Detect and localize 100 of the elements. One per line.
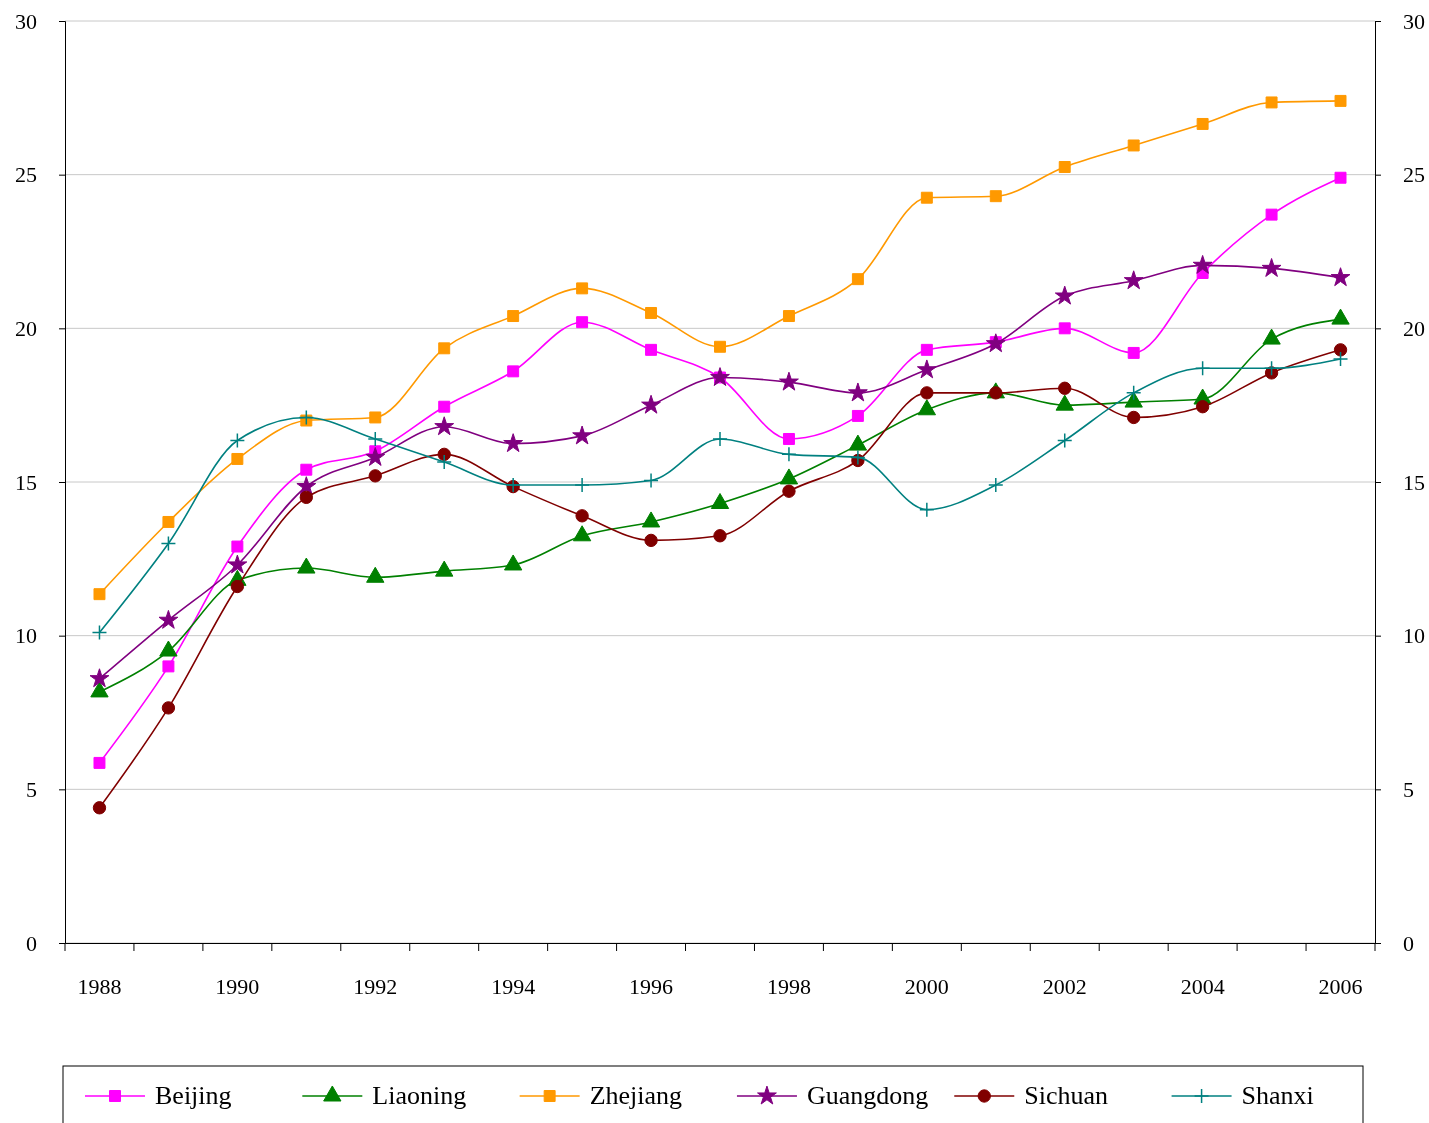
point: [779, 371, 799, 391]
x-tick-label: 2000: [904, 974, 949, 1000]
point: [713, 529, 727, 543]
point: [93, 588, 106, 601]
y-tick-label: 20: [15, 315, 37, 341]
point: [1123, 270, 1144, 290]
y2-tick-label: 10: [1403, 623, 1425, 649]
point: [643, 472, 659, 489]
x-tick-label: 1988: [77, 974, 122, 1000]
y-tick-label: 0: [26, 930, 37, 956]
x-tick-label: 1992: [353, 974, 398, 1000]
point: [919, 501, 935, 518]
point: [507, 365, 520, 378]
point: [920, 343, 933, 356]
x-tick-label: 2004: [1180, 974, 1225, 1000]
point: [645, 343, 658, 356]
x-tick-label: 1996: [629, 974, 674, 1000]
point: [1334, 171, 1347, 184]
point: [438, 342, 451, 355]
x-tick-label: 1994: [491, 974, 536, 1000]
point: [1330, 267, 1351, 287]
point: [365, 447, 386, 466]
point: [1333, 343, 1348, 357]
point: [1263, 360, 1280, 377]
point: [1127, 346, 1140, 359]
x-tick-label: 2002: [1042, 974, 1087, 1000]
point: [847, 382, 868, 402]
legend-label: Guangdong: [806, 1081, 929, 1110]
point: [1332, 351, 1349, 367]
x-tick-label: 1990: [215, 974, 260, 1000]
point: [436, 454, 452, 470]
legend-label: Zhejiang: [589, 1081, 683, 1110]
y2-tick-label: 5: [1403, 776, 1414, 802]
point: [162, 515, 175, 528]
point: [230, 579, 245, 594]
point: [1125, 385, 1142, 401]
point: [367, 431, 384, 447]
point: [507, 310, 520, 323]
point: [162, 660, 175, 673]
point: [576, 316, 589, 329]
x-tick-label: 2006: [1318, 974, 1363, 1000]
y2-tick-label: 25: [1403, 162, 1425, 188]
point: [1058, 381, 1072, 395]
point: [782, 484, 796, 498]
point: [782, 310, 795, 323]
point: [231, 452, 244, 465]
point: [1058, 322, 1071, 335]
point: [1196, 117, 1209, 130]
point: [1192, 254, 1213, 274]
point: [1265, 208, 1278, 221]
point: [645, 306, 658, 319]
point: [299, 490, 313, 505]
point: [920, 191, 933, 204]
point: [988, 477, 1004, 493]
point: [158, 609, 179, 629]
point: [1195, 400, 1210, 414]
legend-label: Shanxi: [1241, 1081, 1314, 1110]
point: [710, 493, 730, 510]
point: [781, 446, 797, 463]
point: [160, 535, 177, 552]
point: [850, 449, 866, 466]
y2-tick-label: 20: [1403, 315, 1425, 341]
y2-tick-label: 0: [1403, 930, 1414, 956]
point: [89, 668, 110, 688]
point: [1058, 161, 1071, 173]
point: [1127, 139, 1140, 152]
y-tick-label: 25: [15, 162, 37, 188]
y-tick-label: 10: [15, 623, 37, 649]
point: [644, 533, 658, 548]
point: [1334, 94, 1347, 107]
point: [368, 469, 382, 483]
point: [1056, 432, 1073, 449]
point: [1265, 96, 1278, 109]
point: [92, 801, 107, 815]
point: [1127, 410, 1141, 425]
point: [437, 447, 451, 462]
point: [576, 282, 589, 295]
point: [300, 463, 313, 476]
x-tick-label: 1998: [766, 974, 811, 1000]
point: [916, 359, 937, 379]
y2-tick-label: 15: [1403, 469, 1425, 495]
point: [503, 433, 524, 453]
point: [1194, 360, 1211, 377]
point: [574, 477, 590, 493]
point: [714, 340, 726, 353]
point: [227, 554, 248, 574]
point: [641, 394, 661, 414]
point: [369, 411, 382, 424]
point: [91, 624, 108, 641]
point: [161, 701, 176, 715]
point: [1054, 285, 1075, 305]
y-tick-label: 15: [15, 469, 37, 495]
point: [782, 433, 795, 445]
point: [712, 431, 728, 447]
point: [989, 190, 1002, 203]
point: [575, 509, 589, 523]
legend-label: Sichuan: [1024, 1081, 1109, 1110]
y-tick-label: 5: [26, 776, 37, 802]
legend-label: Liaoning: [372, 1081, 467, 1110]
y-tick-label: 30: [15, 8, 37, 34]
